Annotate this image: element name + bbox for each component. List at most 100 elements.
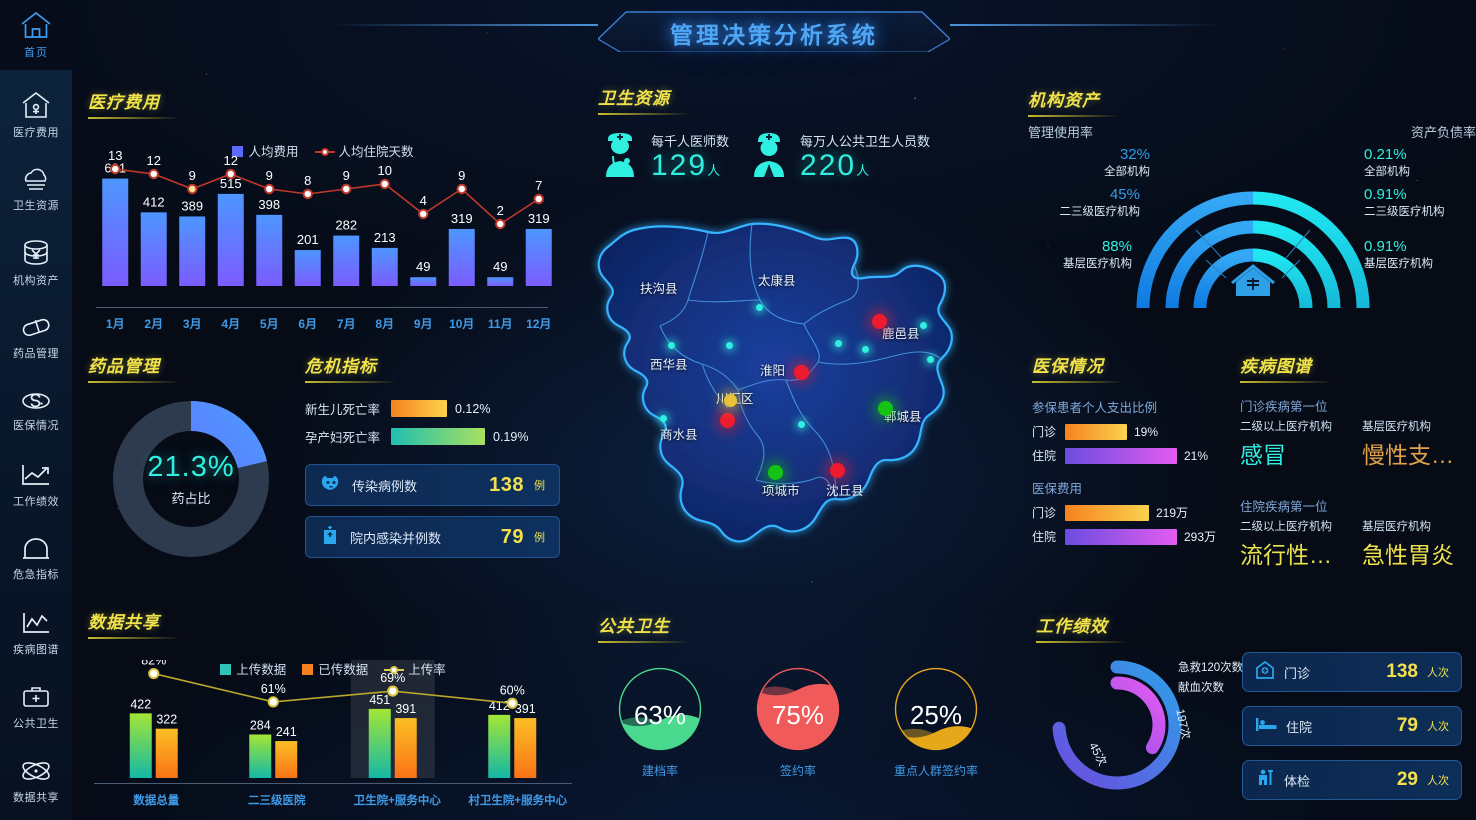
insurance-bar <box>1065 447 1177 464</box>
sidebar-item-performance[interactable]: 工作绩效 <box>0 448 72 522</box>
kpi-card-checkup[interactable]: 体检 29 人次 <box>1242 760 1462 800</box>
disease-panel: 疾病图谱 门诊疾病第一位 二级以上医疗机构 感冒 基层医疗机构 慢性支… 住院疾… <box>1240 352 1476 600</box>
map-marker-yellow[interactable] <box>724 394 737 407</box>
performance-legend: 急救120次数 献血次数 <box>1178 658 1243 698</box>
gauge-key-group: 25% 重点人群签约率 <box>880 665 992 779</box>
medical-cost-x-labels: 1月 2月 3月 4月 5月 6月 7月 8月 9月 10月 11月 12月 <box>96 315 558 332</box>
map-marker-red[interactable] <box>720 413 735 428</box>
svg-text:49: 49 <box>416 259 430 274</box>
svg-text:322: 322 <box>156 713 177 727</box>
performance-title-wrap: 工作绩效 <box>1036 612 1236 643</box>
svg-text:2: 2 <box>497 203 504 218</box>
map-marker-red[interactable] <box>872 314 887 329</box>
assets-cap: 基层医疗机构 <box>1364 258 1433 271</box>
legend-item-rate[interactable]: 上传率 <box>384 659 446 678</box>
hr-number: 129 <box>651 148 708 182</box>
kpi-unit: 人次 <box>1427 775 1449 787</box>
sidebar-item-health-resource[interactable]: 卫生资源 <box>0 152 72 226</box>
sidebar-items: 医疗费用 卫生资源 机构资产 <box>0 70 72 820</box>
assets-pct: 0.91% <box>1364 238 1407 255</box>
map-marker-green[interactable] <box>878 401 893 416</box>
title-underline <box>88 117 180 119</box>
kpi-card-outpatient[interactable]: 门诊 138 人次 <box>1242 652 1462 692</box>
assets-right-1: 0.91% 二三级医疗机构 <box>1364 186 1476 219</box>
svg-text:284: 284 <box>250 718 271 732</box>
map-marker-red[interactable] <box>794 365 809 380</box>
health-resource-text: 每万人公共卫生人员数 220人 <box>800 131 930 181</box>
map-marker-small[interactable] <box>862 346 869 353</box>
legend-label: 人均住院天数 <box>338 145 414 159</box>
line-chart-icon <box>20 610 52 636</box>
legend-item-line[interactable]: 人均住院天数 <box>314 141 414 160</box>
insurance-row: 门诊 19% <box>1032 423 1238 440</box>
x-label: 1月 <box>105 317 125 331</box>
hr-value: 129人 <box>651 148 729 182</box>
kpi-label: 住院 <box>1286 719 1313 735</box>
region-map[interactable]: 扶沟县 太康县 鹿邑县 西华县 淮阳 川汇区 郸城县 商水县 项城市 沈丘县 <box>590 218 990 600</box>
sidebar-item-drug[interactable]: 药品管理 <box>0 300 72 374</box>
map-label: 项城市 <box>762 484 800 498</box>
map-marker-small[interactable] <box>920 322 927 329</box>
legend-item-upload[interactable]: 上传数据 <box>220 659 286 678</box>
map-marker-small[interactable] <box>835 340 842 347</box>
sidebar-item-data-share[interactable]: 数据共享 <box>0 744 72 818</box>
x-label: 12月 <box>526 317 552 331</box>
sidebar-item-label: 工作绩效 <box>13 495 59 508</box>
sidebar-item-public-health[interactable]: 公共卫生 <box>0 670 72 744</box>
section-title: 医保情况 <box>1032 357 1104 376</box>
disease-value: 流行性… <box>1240 542 1332 568</box>
kpi-value: 29 <box>1396 769 1418 790</box>
svg-text:12: 12 <box>224 153 238 168</box>
assets-cap: 基层医疗机构 <box>1063 258 1132 271</box>
doctor-icon <box>598 129 642 182</box>
house-person-icon <box>20 91 52 119</box>
map-marker-green[interactable] <box>768 465 783 480</box>
hr-unit: 人 <box>856 162 870 178</box>
x-label: 卫生院+服务中心 <box>353 795 441 807</box>
kpi-label: 体检 <box>1284 773 1311 789</box>
medical-cost-axis <box>96 307 548 308</box>
medical-cost-chart: 6014123895153982012822134931949319131291… <box>102 148 552 286</box>
sidebar-item-disease[interactable]: 疾病图谱 <box>0 596 72 670</box>
drug-ratio-caption: 药占比 <box>171 491 211 506</box>
kpi-card-inpatient[interactable]: 住院 79 人次 <box>1242 706 1462 746</box>
sidebar-item-home-label: 首页 <box>24 47 48 59</box>
nurse-icon <box>747 129 791 182</box>
sidebar-item-home[interactable]: 首页 <box>0 0 72 70</box>
map-marker-small[interactable] <box>927 356 934 363</box>
disease-cell: 二级以上医疗机构 感冒 <box>1240 418 1354 470</box>
map-marker-red[interactable] <box>830 463 845 478</box>
sidebar-item-label: 医保情况 <box>13 419 59 432</box>
svg-text:4: 4 <box>420 193 427 208</box>
page-title: 管理决策分析系统 <box>670 22 878 48</box>
insurance-row: 住院 21% <box>1032 447 1238 464</box>
header-frame <box>598 11 950 52</box>
insurance-bar <box>1065 528 1177 545</box>
kpi-unit: 人次 <box>1427 667 1449 679</box>
map-marker-small[interactable] <box>798 421 805 428</box>
map-label: 西华县 <box>650 358 688 372</box>
sidebar-item-insurance[interactable]: 医保情况 <box>0 374 72 448</box>
legend-item-bar[interactable]: 人均费用 <box>232 141 299 160</box>
drug-ratio-donut <box>113 401 269 557</box>
sidebar-item-critical[interactable]: 危急指标 <box>0 522 72 596</box>
disease-cell: 基层医疗机构 急性胃炎 <box>1362 518 1476 570</box>
data-share-panel: 数据共享 上传数据 已传数据 上传率 422 322 284 241 451 391 412… <box>88 608 578 814</box>
data-share-axis <box>94 783 572 784</box>
sidebar-item-assets[interactable]: 机构资产 <box>0 226 72 300</box>
map-marker-small[interactable] <box>660 415 667 422</box>
insurance-row: 门诊 219万 <box>1032 504 1238 521</box>
svg-text:241: 241 <box>276 725 297 739</box>
map-marker-small[interactable] <box>726 342 733 349</box>
map-marker-small[interactable] <box>668 342 675 349</box>
crisis-card-infectious[interactable]: 传染病例数 138 例 <box>305 464 560 506</box>
sidebar-item-label: 卫生资源 <box>13 199 59 212</box>
map-marker-small[interactable] <box>756 304 763 311</box>
svg-text:319: 319 <box>451 211 473 226</box>
health-resource-doctors: 每千人医师数 129人 <box>598 129 729 182</box>
assets-cap: 二三级医疗机构 <box>1059 206 1141 219</box>
disease-key: 基层医疗机构 <box>1362 521 1431 533</box>
legend-item-uploaded[interactable]: 已传数据 <box>302 659 368 678</box>
sidebar-item-medical-cost[interactable]: 医疗费用 <box>0 78 72 152</box>
crisis-card-nosocomial[interactable]: 院内感染并例数 79 例 <box>305 516 560 558</box>
